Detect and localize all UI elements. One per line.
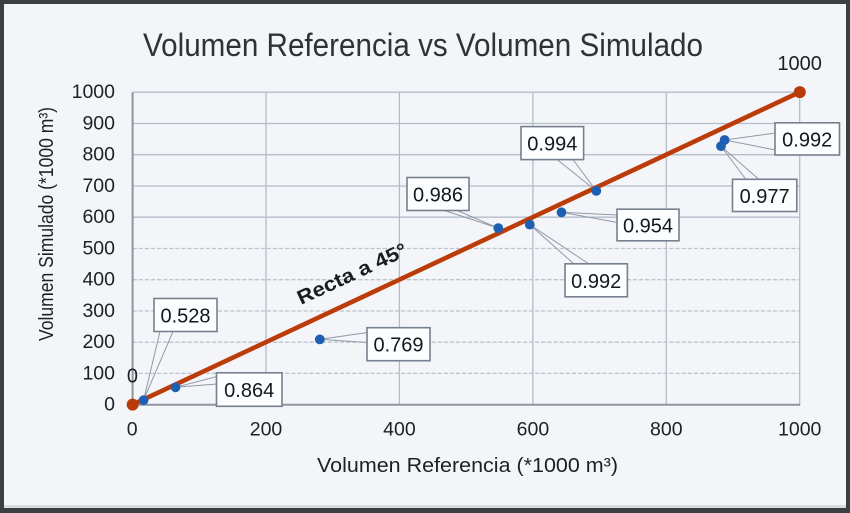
- svg-text:Volumen Referencia (*1000 m³): Volumen Referencia (*1000 m³): [317, 455, 618, 477]
- svg-text:800: 800: [82, 144, 115, 166]
- svg-text:200: 200: [250, 419, 283, 441]
- svg-text:1000: 1000: [777, 53, 822, 75]
- svg-text:800: 800: [650, 419, 683, 441]
- svg-text:400: 400: [383, 419, 416, 441]
- svg-text:1000: 1000: [778, 419, 822, 441]
- svg-text:Recta a 45°: Recta a 45°: [294, 239, 411, 309]
- svg-text:900: 900: [82, 113, 115, 135]
- svg-text:0.992: 0.992: [782, 129, 832, 151]
- svg-text:600: 600: [82, 206, 115, 228]
- svg-text:200: 200: [82, 331, 115, 353]
- svg-text:0.992: 0.992: [571, 271, 621, 293]
- svg-text:0.954: 0.954: [623, 216, 673, 238]
- svg-text:Volumen Referencia vs Volumen: Volumen Referencia vs Volumen Simulado: [143, 27, 703, 63]
- svg-text:700: 700: [82, 175, 115, 197]
- svg-text:1000: 1000: [72, 81, 116, 103]
- svg-text:0.528: 0.528: [160, 306, 210, 328]
- svg-text:0.986: 0.986: [413, 185, 463, 207]
- svg-text:0: 0: [104, 394, 115, 416]
- svg-text:Volumen Simulado (*1000 m³): Volumen Simulado (*1000 m³): [36, 107, 58, 341]
- svg-text:0.977: 0.977: [740, 186, 790, 208]
- svg-text:0.769: 0.769: [373, 335, 423, 357]
- svg-text:400: 400: [82, 269, 115, 291]
- svg-text:500: 500: [82, 238, 115, 260]
- svg-text:0.864: 0.864: [224, 380, 274, 402]
- svg-text:100: 100: [82, 362, 115, 384]
- svg-text:600: 600: [517, 419, 550, 441]
- svg-text:0: 0: [127, 419, 138, 441]
- svg-text:300: 300: [82, 300, 115, 322]
- svg-text:0.994: 0.994: [527, 134, 577, 156]
- svg-text:0: 0: [127, 366, 138, 388]
